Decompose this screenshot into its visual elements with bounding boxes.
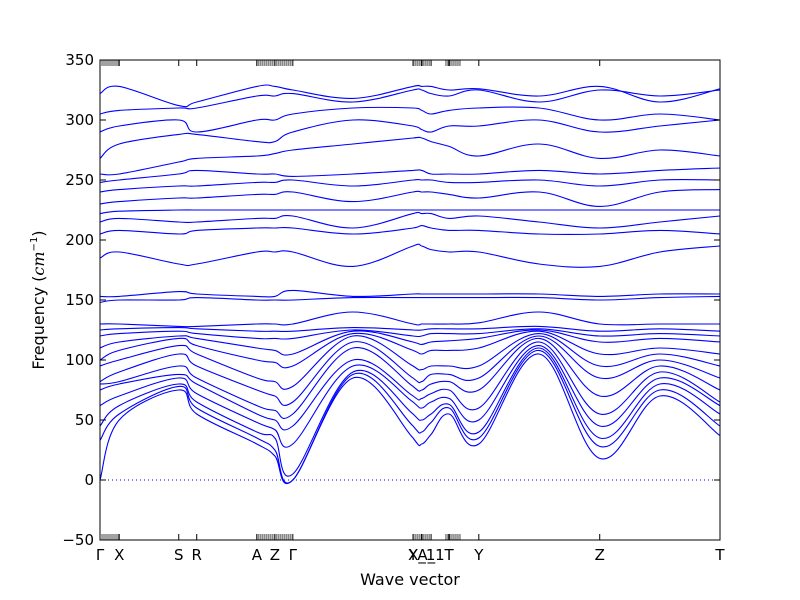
y-tick-label: 300	[65, 111, 94, 129]
x-axis-label: Wave vector	[360, 570, 460, 589]
x-tick-label: A	[252, 546, 263, 564]
band-line-25	[100, 106, 720, 133]
y-axis-label: Frequency (cm−1)	[29, 230, 48, 369]
band-line-15	[100, 295, 720, 303]
y-tick-label: 0	[84, 471, 94, 489]
band-line-27	[100, 84, 720, 108]
x-tick-label: A_1	[417, 546, 444, 565]
y-tick-label: 100	[65, 351, 94, 369]
y-tick-label: 250	[65, 171, 94, 189]
y-axis-label-unit: cm	[29, 251, 48, 275]
x-tick-label: X_1	[408, 546, 435, 565]
plot-area	[100, 84, 720, 484]
band-line-4	[100, 345, 720, 448]
band-line-7	[100, 335, 720, 407]
x-tick-label: Y	[408, 546, 419, 564]
band-line-1	[100, 353, 720, 484]
x-tick-label: T	[714, 546, 725, 564]
y-tick-label: 50	[75, 411, 94, 429]
band-line-24	[100, 119, 720, 159]
y-axis-ticks: −50 0 50 100 150 200 250 300 350	[62, 51, 720, 549]
band-line-11	[100, 328, 720, 340]
band-line-13	[100, 311, 720, 328]
band-line-17	[100, 225, 720, 236]
band-lines	[100, 84, 720, 484]
x-tick-label: T	[443, 546, 454, 564]
band-line-10	[100, 329, 720, 356]
band-line-18	[100, 211, 720, 229]
x-tick-label: X	[114, 546, 124, 564]
band-line-2	[100, 349, 720, 484]
band-line-19	[100, 209, 720, 215]
x-tick-label: Y	[473, 546, 484, 564]
band-line-23	[100, 136, 720, 176]
x-tick-label: S	[174, 546, 184, 564]
band-line-9	[100, 330, 720, 369]
plot-frame	[99, 59, 721, 541]
y-tick-label: 200	[65, 231, 94, 249]
band-line-16	[100, 243, 720, 268]
x-tick-label: Γ	[289, 546, 298, 564]
band-line-6	[100, 337, 720, 419]
band-line-3	[100, 347, 720, 477]
x-tick-label: Z	[595, 546, 605, 564]
band-line-14	[100, 289, 720, 298]
y-axis-label-close: )	[29, 230, 48, 236]
band-line-20	[100, 189, 720, 207]
y-axis-label-exponent: −1	[29, 237, 40, 252]
band-line-5	[100, 341, 720, 431]
y-axis-label-main: Frequency (	[29, 276, 48, 370]
band-line-26	[100, 88, 720, 115]
y-tick-label: 150	[65, 291, 94, 309]
x-tick-label: R	[192, 546, 202, 564]
y-tick-label: −50	[62, 531, 94, 549]
band-line-22	[100, 167, 720, 183]
band-line-12	[100, 325, 720, 333]
x-tick-label: Γ	[96, 546, 105, 564]
x-tick-label: Z	[270, 546, 280, 564]
band-line-21	[100, 178, 720, 193]
band-line-8	[100, 333, 720, 390]
x-axis-ticks: Γ X S R A Z Γ YX_1A_1 T Y Z T	[96, 60, 725, 565]
y-tick-label: 350	[65, 51, 94, 69]
